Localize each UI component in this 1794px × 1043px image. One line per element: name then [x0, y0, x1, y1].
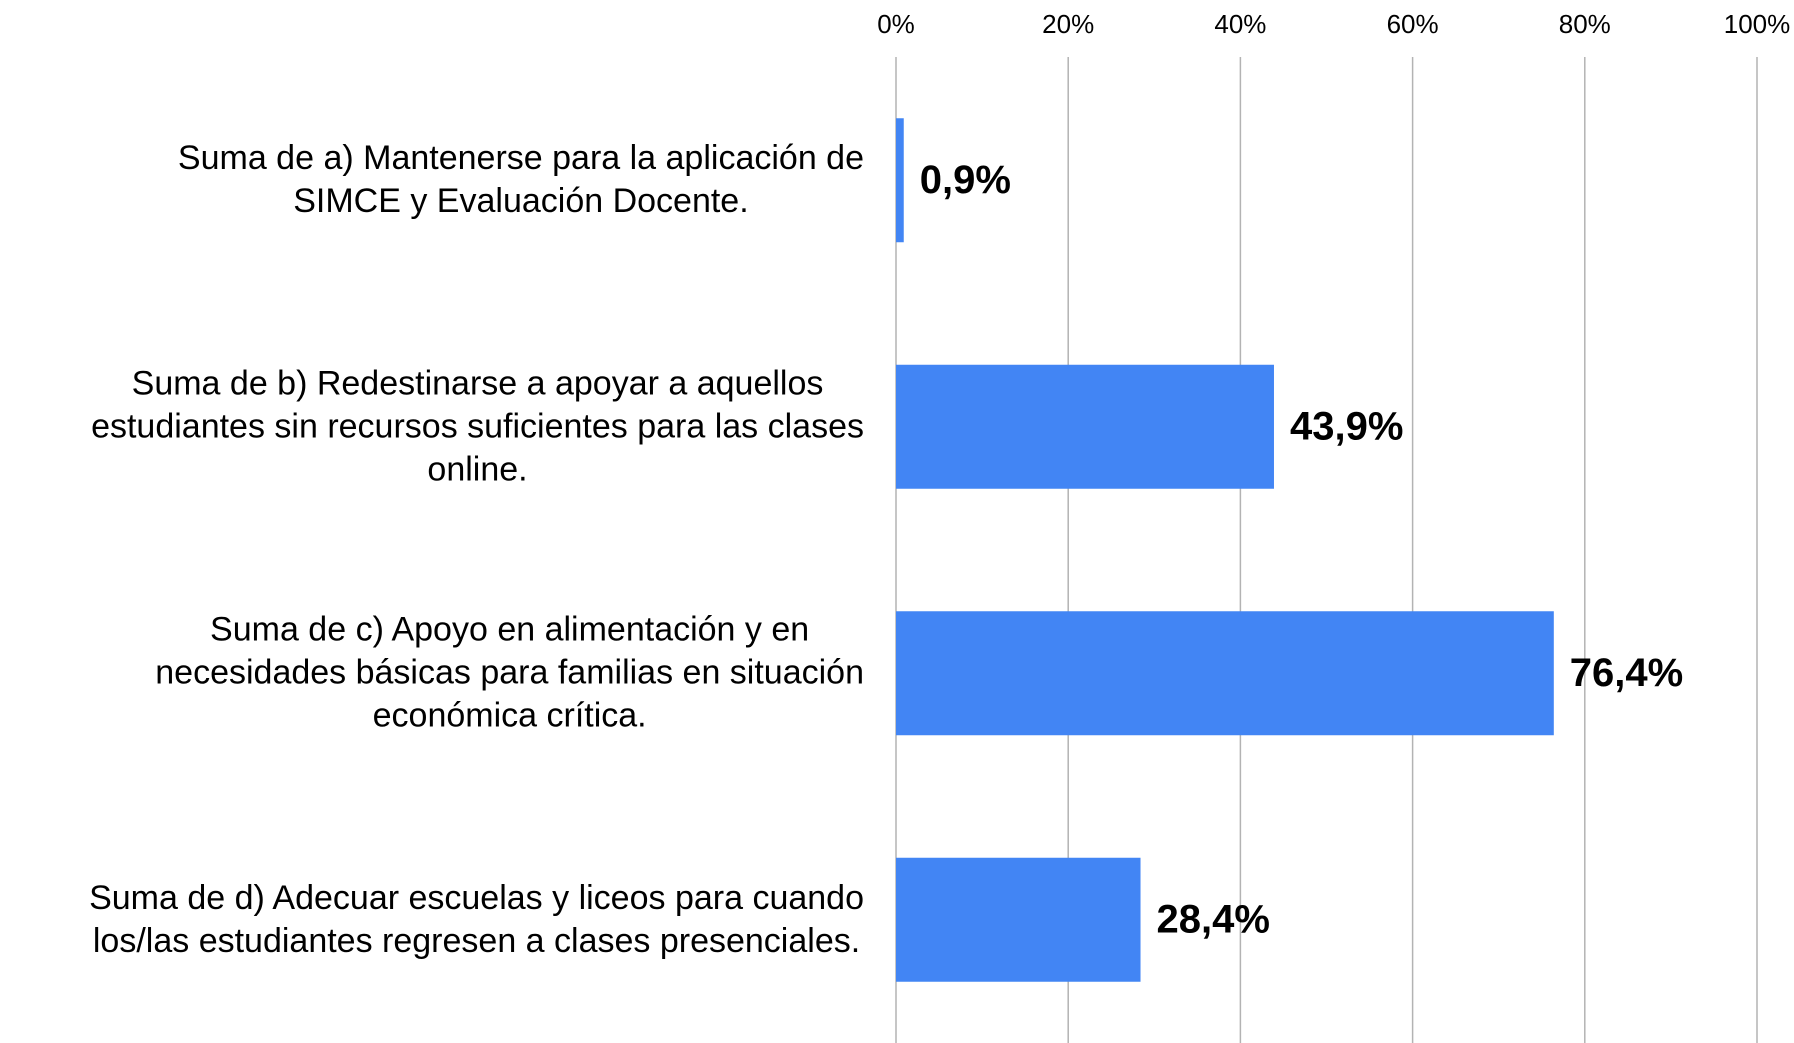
category-label: Suma de d) Adecuar escuelas y liceos par…: [89, 878, 864, 960]
category-label: Suma de c) Apoyo en alimentación y en ne…: [155, 610, 864, 735]
category-label-box: Suma de d) Adecuar escuelas y liceos par…: [89, 877, 864, 963]
bar: [896, 857, 1141, 982]
x-tick-label: 100%: [1724, 9, 1791, 39]
x-tick-label: 20%: [1042, 9, 1094, 39]
value-label: 28,4%: [1157, 897, 1270, 941]
category-label-box: Suma de a) Mantenerse para la aplicación…: [178, 137, 864, 223]
bar: [896, 118, 904, 243]
value-label: 76,4%: [1570, 651, 1683, 695]
x-tick-label: 60%: [1387, 9, 1439, 39]
category-label-box: Suma de b) Redestinarse a apoyar a aquel…: [91, 362, 864, 491]
category-label: Suma de a) Mantenerse para la aplicación…: [177, 139, 864, 221]
bar: [896, 611, 1554, 736]
value-label: 43,9%: [1290, 404, 1403, 448]
x-tick-label: 40%: [1214, 9, 1266, 39]
x-tick-label: 0%: [877, 9, 915, 39]
category-label-box: Suma de c) Apoyo en alimentación y en ne…: [155, 609, 864, 738]
bar: [896, 364, 1274, 489]
value-label: 0,9%: [920, 158, 1011, 202]
x-tick-label: 80%: [1559, 9, 1611, 39]
category-label: Suma de b) Redestinarse a apoyar a aquel…: [91, 364, 864, 489]
